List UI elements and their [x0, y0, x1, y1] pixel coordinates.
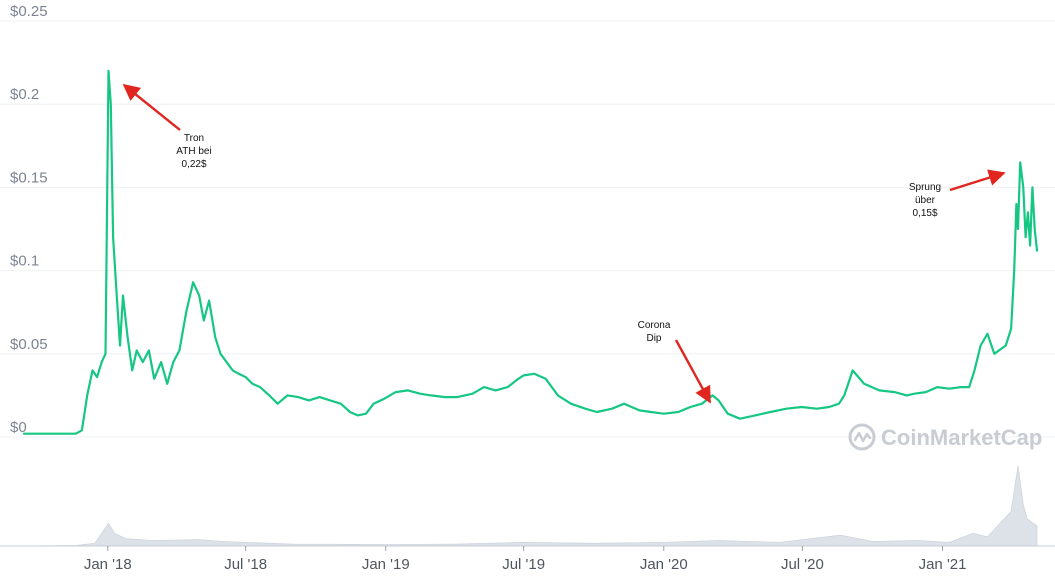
annotation-ath-arrow: [122, 83, 181, 131]
annotation-corona-line2: Dip: [646, 333, 661, 344]
x-axis-ticks: Jan '18 Jul '18 Jan '19 Jul '19 Jan '20 Jul '…: [0, 545, 1055, 573]
annotation-ath-line2: ATH bei: [176, 146, 211, 157]
volume-area: [23, 465, 1038, 547]
coinmarketcap-watermark: CoinMarketCap: [848, 423, 1042, 451]
y-tick-label: $0.05: [10, 336, 48, 353]
annotation-corona: Corona Dip: [638, 320, 712, 404]
price-line: [22, 69, 1039, 435]
price-series-line: [22, 69, 1039, 435]
coinmarketcap-wordmark: CoinMarketCap: [881, 425, 1042, 450]
x-tick-label: Jul '19: [502, 556, 545, 573]
y-tick-label: $0.25: [10, 3, 48, 20]
annotation-sprung-arrow: [949, 169, 1006, 192]
y-axis-ticks: $0 $0.05 $0.1 $0.15 $0.2 $0.25: [10, 3, 48, 436]
coinmarketcap-logo-icon: [848, 423, 876, 451]
x-tick-label: Jan '20: [640, 556, 688, 573]
annotation-corona-arrow: [674, 339, 712, 404]
y-tick-label: $0.1: [10, 253, 39, 270]
annotation-ath-line1: Tron: [184, 133, 204, 144]
volume-area-shape: [23, 465, 1038, 547]
y-tick-label: $0.15: [10, 169, 48, 186]
x-tick-label: Jan '18: [84, 556, 132, 573]
annotation-sprung-line3: 0,15$: [912, 208, 937, 219]
x-tick-label: Jul '18: [224, 556, 267, 573]
grid-layer: [0, 20, 1055, 438]
y-tick-label: $0: [10, 419, 27, 436]
annotation-corona-line1: Corona: [638, 320, 671, 331]
annotation-sprung-line2: über: [915, 195, 936, 206]
x-tick-label: Jul '20: [781, 556, 824, 573]
annotation-sprung-line1: Sprung: [909, 182, 941, 193]
x-tick-label: Jan '21: [919, 556, 967, 573]
annotation-ath-line3: 0,22$: [181, 159, 206, 170]
annotation-ath: Tron ATH bei 0,22$: [122, 83, 212, 170]
annotation-sprung: Sprung über 0,15$: [909, 169, 1006, 219]
y-tick-label: $0.2: [10, 86, 39, 103]
x-tick-label: Jan '19: [362, 556, 410, 573]
